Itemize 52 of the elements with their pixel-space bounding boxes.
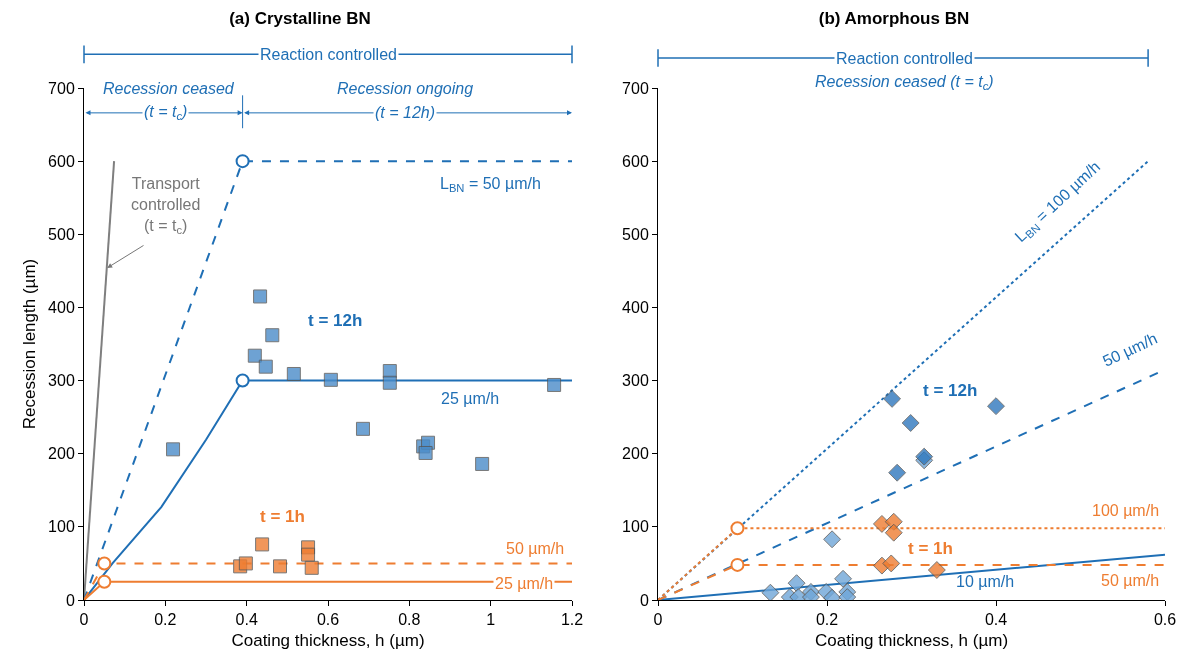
annotation: Transport controlled (t = t$_{c}$)	[131, 175, 201, 236]
x-tick-label: 1	[486, 611, 496, 629]
x-tick-label: 0.6	[316, 611, 340, 629]
y-tick-label: 400	[622, 299, 649, 317]
y-tick-label: 0	[65, 591, 75, 609]
x-tick-label: 0.4	[235, 611, 258, 629]
x-tick-label: 0.8	[398, 611, 421, 629]
text: Reaction controlled	[260, 46, 397, 63]
annotation: (t = t$_{c}$)	[144, 103, 188, 123]
x-tick-label: 0.2	[154, 611, 177, 629]
x-tick-label: 0	[653, 611, 663, 629]
annotation: t = 1h	[260, 507, 305, 526]
y-tick-label: 100	[48, 518, 75, 536]
annotation: 25 µm/h	[495, 575, 554, 592]
annotation: Recession ceased (t = t$_{c}$)	[815, 73, 994, 93]
y-tick-label: 700	[48, 79, 75, 97]
annotation: t = 12h	[923, 381, 978, 400]
y-tick-label: 100	[622, 518, 649, 536]
annotation: Recession ongoing	[337, 80, 474, 97]
annotation: L$_{BN}$ = 50 µm/h	[440, 175, 541, 195]
x-tick-label: 0.2	[815, 611, 839, 629]
x-axis-title: Coating thickness, h (µm)	[231, 630, 425, 650]
chart-title: (b) Amorphous BN	[818, 9, 970, 29]
y-tick-label: 200	[622, 445, 649, 463]
text: Reaction controlled	[836, 50, 973, 67]
annotation: (t = 12h)	[375, 104, 436, 121]
x-tick-label: 1.2	[560, 611, 584, 629]
annotation: t = 1h	[908, 539, 953, 558]
x-tick-label: 0.6	[1153, 611, 1177, 629]
x-tick-label: 0.4	[984, 611, 1008, 629]
y-tick-label: 500	[48, 225, 75, 243]
y-tick-label: 200	[48, 445, 75, 463]
y-tick-label: 300	[48, 372, 75, 390]
annotation: 25 µm/h	[441, 390, 500, 407]
y-tick-label: 300	[622, 372, 649, 390]
y-axis-title: Recession length (µm)	[19, 258, 39, 430]
annotation: 10 µm/h	[956, 573, 1015, 590]
annotation: Recession ceased	[103, 80, 235, 97]
chart-title: (a) Crystalline BN	[229, 9, 371, 29]
x-axis-title: Coating thickness, h (µm)	[814, 630, 1009, 650]
y-tick-label: 600	[48, 152, 75, 170]
annotation: 50 µm/h	[1101, 572, 1160, 589]
x-tick-label: 0	[79, 611, 89, 629]
y-tick-label: 700	[622, 79, 649, 97]
y-tick-label: 600	[622, 152, 649, 170]
y-tick-label: 400	[48, 299, 75, 317]
annotation: 50 µm/h	[506, 540, 565, 557]
annotation: t = 12h	[308, 311, 363, 330]
y-tick-label: 500	[622, 225, 649, 243]
annotation: 50 µm/h	[1100, 329, 1160, 370]
annotation: 100 µm/h	[1092, 502, 1160, 519]
y-tick-label: 0	[639, 591, 649, 609]
